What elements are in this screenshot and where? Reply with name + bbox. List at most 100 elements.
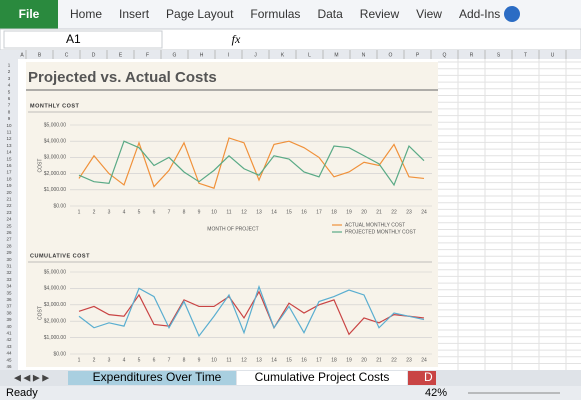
x-tick-label: 1 (78, 209, 81, 215)
name-box[interactable] (3, 30, 163, 49)
series-line (78, 137, 425, 189)
column-header: Q (443, 52, 447, 58)
row-header: 27 (6, 237, 12, 242)
zoom-level[interactable]: 42% (425, 387, 447, 399)
y-tick-label: $1,000.00 (44, 335, 66, 341)
legend-label: PROJECTED MONTHLY COST (345, 229, 416, 235)
ribbon-tab[interactable]: Formulas (250, 7, 300, 21)
y-tick-label: $5,000.00 (44, 269, 66, 275)
file-button[interactable] (0, 0, 58, 29)
row-header: 33 (6, 277, 12, 282)
x-tick-label: 17 (316, 357, 322, 363)
x-tick-label: 10 (211, 209, 217, 215)
column-header: R (470, 52, 474, 58)
status-bar (0, 386, 581, 400)
chart-title: CUMULATIVE COST (30, 253, 90, 259)
row-header: 40 (6, 324, 12, 329)
row-header: 20 (6, 190, 12, 195)
sheet-tab-active[interactable] (237, 371, 407, 385)
row-header: 25 (6, 223, 12, 228)
y-tick-label: $0.00 (53, 351, 66, 357)
x-tick-label: 15 (286, 357, 292, 363)
x-tick-label: 6 (153, 357, 156, 363)
row-header: 34 (6, 284, 12, 289)
column-header: O (389, 52, 393, 58)
sheet-tab-label[interactable]: D (424, 370, 433, 384)
x-tick-label: 1 (78, 357, 81, 363)
row-header: 1 (8, 63, 11, 68)
x-tick-label: 22 (391, 357, 397, 363)
row-header: 42 (6, 337, 12, 342)
x-tick-label: 16 (301, 209, 307, 215)
x-axis-label: MONTH OF PROJECT (207, 226, 258, 232)
row-header: 12 (6, 136, 12, 141)
column-header: F (146, 52, 149, 58)
x-tick-label: 17 (316, 209, 322, 215)
sheet-title: Projected vs. Actual Costs (28, 69, 217, 86)
column-header: L (308, 52, 311, 58)
row-header: 23 (6, 210, 12, 215)
sheet-tab[interactable] (68, 371, 236, 385)
x-tick-label: 16 (301, 357, 307, 363)
x-tick-label: 13 (256, 357, 262, 363)
ribbon-tab[interactable]: View (416, 7, 442, 21)
x-tick-label: 7 (168, 357, 171, 363)
row-header: 32 (6, 270, 12, 275)
row-header: 8 (8, 109, 11, 114)
row-header: 4 (8, 83, 11, 88)
row-header: 46 (6, 364, 12, 369)
x-tick-label: 14 (271, 209, 277, 215)
column-header: J (254, 52, 257, 58)
column-header: C (65, 52, 69, 58)
x-tick-label: 18 (331, 209, 337, 215)
y-tick-label: $2,000.00 (44, 171, 66, 177)
y-tick-label: $0.00 (53, 203, 66, 209)
tab-nav[interactable]: ◀ ◀ ▶ ▶ (14, 372, 49, 382)
help-icon[interactable] (504, 6, 520, 22)
x-tick-label: 4 (123, 357, 126, 363)
x-tick-label: 8 (183, 357, 186, 363)
x-tick-label: 5 (138, 209, 141, 215)
row-header: 15 (6, 156, 12, 161)
file-label[interactable]: File (19, 7, 40, 21)
row-header: 9 (8, 116, 11, 121)
column-header: B (38, 52, 42, 58)
y-tick-label: $5,000.00 (44, 122, 66, 128)
name-box-text[interactable]: A1 (66, 32, 81, 46)
row-header: 29 (6, 250, 12, 255)
y-axis-label: COST (37, 159, 43, 173)
chart-title: MONTHLY COST (30, 103, 80, 109)
column-header: D (92, 52, 96, 58)
sheet-tab-label[interactable]: Expenditures Over Time (93, 370, 222, 384)
row-header: 3 (8, 76, 11, 81)
row-header: 2 (8, 69, 11, 74)
ribbon-tab[interactable]: Add-Ins (459, 7, 500, 21)
sheet-tab-label[interactable]: Cumulative Project Costs (255, 370, 390, 384)
x-tick-label: 12 (241, 357, 247, 363)
x-tick-label: 20 (361, 209, 367, 215)
ribbon-tab[interactable]: Insert (119, 7, 150, 21)
x-tick-label: 15 (286, 209, 292, 215)
series-line (78, 140, 425, 187)
row-header: 5 (8, 89, 11, 94)
row-header: 24 (6, 217, 12, 222)
sheet-tab[interactable] (408, 371, 436, 385)
row-header: 39 (6, 317, 12, 322)
fx-button[interactable]: fx (232, 32, 241, 46)
x-tick-label: 11 (226, 357, 231, 363)
ribbon-tab[interactable]: Data (317, 7, 343, 21)
x-tick-label: 21 (376, 209, 382, 215)
ribbon-tab[interactable]: Home (70, 7, 102, 21)
row-header: 13 (6, 143, 12, 148)
row-header: 22 (6, 203, 12, 208)
row-header: 45 (6, 357, 12, 362)
sheet-background (26, 62, 438, 367)
x-tick-label: 9 (198, 209, 201, 215)
ribbon-tab[interactable]: Review (360, 7, 400, 21)
x-tick-label: 24 (421, 357, 427, 363)
column-header-bar (0, 50, 581, 59)
y-tick-label: $2,000.00 (44, 319, 66, 325)
ribbon-tab[interactable]: Page Layout (166, 7, 234, 21)
x-tick-label: 8 (183, 209, 186, 215)
